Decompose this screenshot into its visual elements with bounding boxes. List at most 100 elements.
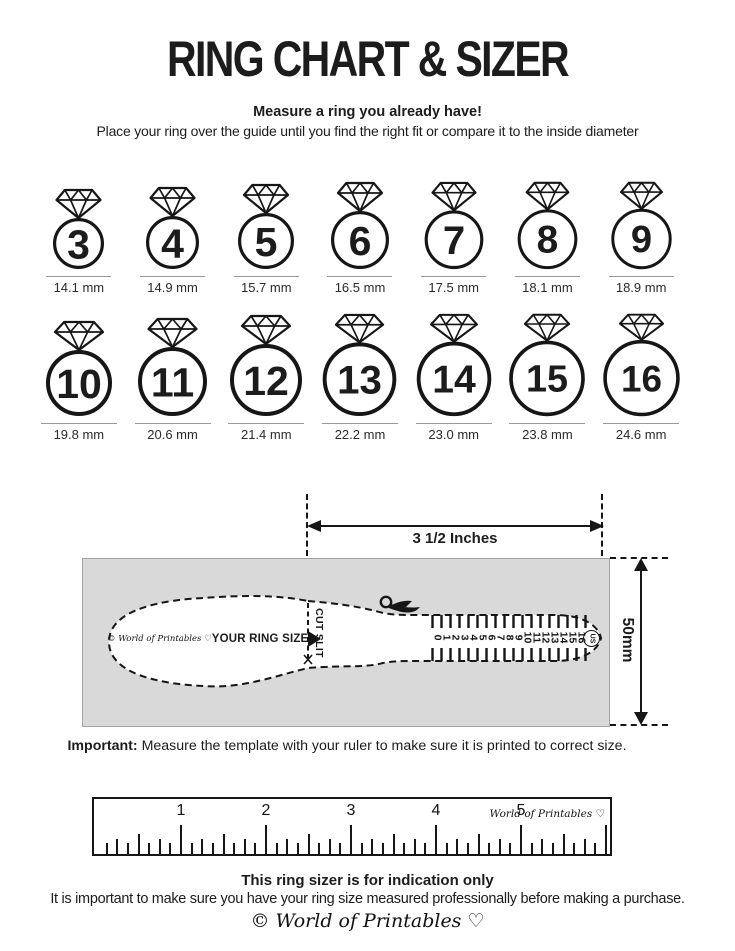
ring-size-number: 3 (67, 222, 90, 268)
ring-size-item: 13 22.2 mm (313, 312, 407, 442)
ruler-tick (413, 839, 416, 854)
ruler-tick (328, 839, 331, 854)
ruler-tick (445, 843, 448, 854)
diamond-ring-icon: 10 (45, 320, 112, 416)
printed-ruler: World of Printables ♡ 1 2 3 4 5 (92, 797, 612, 856)
ring-divider-line (608, 276, 674, 277)
ring-size-item: 7 17.5 mm (407, 180, 501, 295)
ruler-tick (126, 843, 129, 854)
ring-size-item: 12 21.4 mm (219, 312, 313, 442)
dim-arrow-line (318, 525, 593, 527)
ruler-tick (541, 839, 544, 854)
ruler-tick (371, 839, 374, 854)
ruler-tick (488, 843, 491, 854)
diamond-ring-icon: 3 (53, 188, 105, 269)
ring-diameter-label: 20.6 mm (147, 427, 198, 442)
ring-divider-line (603, 423, 680, 424)
ring-size-number: 6 (349, 218, 372, 264)
ruler-tick (180, 825, 182, 854)
mm50-label: 50mm (619, 617, 636, 663)
ruler-tick (190, 843, 193, 854)
ruler-tick (222, 834, 225, 854)
diamond-ring-icon: 6 (330, 181, 389, 269)
ring-size-item: 6 16.5 mm (313, 180, 407, 295)
ring-diameter-label: 23.8 mm (522, 427, 573, 442)
ruler-tick (254, 843, 257, 854)
ring-size-number: 14 (432, 358, 476, 401)
ruler-tick (562, 834, 565, 854)
diamond-ring-icon: 4 (146, 186, 200, 269)
ring-divider-line (509, 423, 586, 424)
ring-size-number: 8 (537, 219, 559, 262)
ring-size-number: 12 (243, 358, 289, 404)
intro-body: Place your ring over the guide until you… (96, 123, 639, 139)
ring-size-item: 9 18.9 mm (594, 180, 688, 295)
mini-scissors-icon (303, 654, 313, 665)
ring-size-number: 16 (621, 358, 662, 399)
ruler-tick (158, 839, 161, 854)
ring-size-item: 4 14.9 mm (126, 180, 220, 295)
paddle-label-row: © World of Printables ♡ YOUR RING SIZE (107, 631, 322, 647)
ring-divider-line (140, 276, 206, 277)
diamond-ring-icon: 16 (602, 313, 680, 417)
ring-size-item: 16 24.6 mm (594, 312, 688, 442)
ring-size-item: 14 23.0 mm (407, 312, 501, 442)
ruler-inch-number: 1 (176, 802, 186, 819)
ring-divider-line (514, 276, 580, 277)
ruler-tick (105, 843, 108, 854)
ring-diameter-label: 14.9 mm (147, 280, 198, 295)
scissors-icon (379, 595, 420, 613)
ring-diameter-label: 16.5 mm (334, 280, 386, 295)
ring-diameter-label: 19.8 mm (53, 427, 105, 442)
ruler-tick (403, 843, 406, 854)
ruler-tick (307, 834, 310, 854)
ruler-tick (498, 839, 501, 854)
ruler-brand-text: World of Printables ♡ (489, 808, 606, 820)
your-ring-size-label: YOUR RING SIZE (211, 633, 309, 645)
ruler-tick (265, 825, 267, 854)
ring-diameter-label: 18.9 mm (615, 280, 667, 295)
diamond-ring-icon: 9 (610, 181, 672, 270)
ruler-tick (169, 843, 172, 854)
mm50-dash-bottom (610, 724, 668, 726)
ruler-tick (424, 843, 427, 854)
ring-size-number: 4 (161, 221, 184, 267)
intro-heading: Measure a ring you already have! (253, 104, 482, 120)
ring-size-item: 8 18.1 mm (501, 180, 595, 295)
scale-number: 16 (575, 631, 588, 644)
diamond-ring-icon: 8 (517, 181, 578, 270)
ring-size-item: 5 15.7 mm (219, 180, 313, 295)
ruler-tick (360, 843, 363, 854)
ring-divider-line (415, 423, 492, 424)
ruler-tick (233, 843, 236, 854)
ruler-inch-number: 5 (516, 802, 526, 819)
ring-diameter-label: 21.4 mm (240, 427, 292, 442)
diamond-ring-icon: 15 (509, 313, 586, 417)
ruler-tick (201, 839, 204, 854)
ring-divider-line (228, 423, 305, 424)
diamond-ring-icon: 12 (230, 314, 303, 416)
ring-size-scale-ticks (431, 615, 587, 661)
ruler-tick (116, 839, 119, 854)
us-unit-badge: US (583, 630, 600, 647)
ring-size-number: 11 (151, 360, 194, 406)
ring-size-item: 10 19.8 mm (32, 312, 126, 442)
ring-size-item: 11 20.6 mm (126, 312, 220, 442)
ring-diameter-label: 23.0 mm (428, 427, 479, 442)
ruler-tick (137, 834, 140, 854)
dim-width-label: 3 1/2 Inches (412, 530, 498, 547)
ring-size-item: 3 14.1 mm (32, 180, 126, 295)
ruler-tick (350, 825, 352, 854)
ruler-inch-number: 4 (431, 802, 441, 819)
ruler-tick (530, 843, 533, 854)
footer-brand-text: © World of Printables ♡ (250, 910, 485, 932)
ring-diameter-label: 22.2 mm (334, 427, 386, 442)
ring-divider-line (233, 276, 299, 277)
ring-size-number: 10 (56, 361, 102, 407)
ruler-tick (296, 843, 299, 854)
ruler-tick (211, 843, 214, 854)
ruler-tick (520, 825, 522, 854)
ruler-tick (605, 825, 607, 854)
ruler-tick (148, 843, 151, 854)
